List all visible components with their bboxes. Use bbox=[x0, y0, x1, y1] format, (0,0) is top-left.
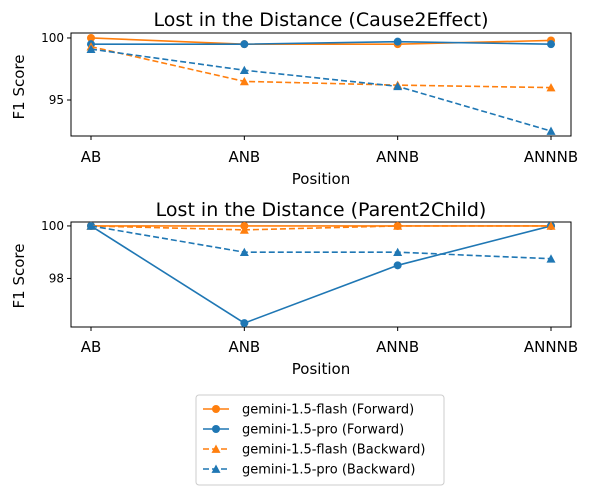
data-point-marker bbox=[547, 40, 555, 49]
chart-title: Lost in the Distance (Cause2Effect) bbox=[153, 9, 488, 31]
series bbox=[86, 44, 556, 135]
legend-entry: gemini-1.5-flash (Forward) bbox=[203, 403, 414, 418]
x-axis-label: Position bbox=[292, 360, 350, 378]
series-line bbox=[90, 225, 552, 260]
data-point-marker bbox=[393, 261, 402, 270]
chart-cause2effect: Lost in the Distance (Cause2Effect) F1 S… bbox=[10, 9, 578, 188]
data-point-marker bbox=[546, 126, 556, 135]
data-point-marker bbox=[393, 81, 403, 91]
legend-entry: gemini-1.5-pro (Forward) bbox=[203, 423, 404, 438]
x-tick-label: AB bbox=[81, 148, 102, 166]
legend-frame bbox=[195, 394, 445, 486]
x-tick-label: ANNB bbox=[376, 148, 419, 166]
series-line bbox=[90, 225, 552, 324]
data-point-marker bbox=[240, 40, 249, 49]
y-tick-label: 95 bbox=[49, 93, 64, 107]
data-point-marker bbox=[546, 254, 556, 263]
data-point-marker bbox=[240, 319, 249, 328]
series bbox=[87, 221, 555, 230]
plot-frame bbox=[70, 32, 572, 137]
legend-label: gemini-1.5-flash (Backward) bbox=[242, 443, 425, 458]
data-point-marker bbox=[239, 76, 249, 86]
series bbox=[86, 42, 556, 92]
legend-items: gemini-1.5-flash (Forward) gemini-1.5-pro… bbox=[203, 403, 425, 478]
legend-label: gemini-1.5-flash (Forward) bbox=[242, 403, 414, 418]
series-line bbox=[90, 48, 552, 132]
series bbox=[87, 33, 555, 49]
legend: gemini-1.5-flash (Forward) gemini-1.5-pro… bbox=[195, 394, 445, 486]
data-point-marker bbox=[87, 33, 95, 42]
data-point-marker bbox=[546, 221, 556, 230]
data-point-marker bbox=[393, 221, 403, 230]
series bbox=[87, 221, 555, 328]
data-point-marker bbox=[211, 464, 221, 473]
series bbox=[86, 221, 556, 263]
data-point-marker bbox=[211, 444, 221, 453]
plot-area: AB ANB ANNB ANNNB 95 100 bbox=[41, 31, 578, 166]
data-point-marker bbox=[239, 225, 249, 234]
x-tick-label: ANB bbox=[228, 338, 260, 356]
data-point-marker bbox=[86, 44, 96, 53]
series bbox=[87, 37, 555, 49]
data-point-marker bbox=[546, 83, 556, 92]
x-tick-label: ANB bbox=[228, 148, 260, 166]
legend-label: gemini-1.5-pro (Backward) bbox=[242, 463, 416, 478]
chart-parent2child: Lost in the Distance (Parent2Child) F1 S… bbox=[10, 199, 578, 378]
plot-frame bbox=[70, 221, 572, 328]
y-tick-label: 100 bbox=[41, 219, 64, 233]
data-point-marker bbox=[212, 405, 220, 413]
x-tick-label: ANNB bbox=[376, 338, 419, 356]
data-point-marker bbox=[393, 37, 402, 46]
legend-entry: gemini-1.5-pro (Backward) bbox=[203, 463, 416, 478]
y-tick-label: 100 bbox=[41, 31, 64, 45]
data-point-marker bbox=[393, 247, 403, 257]
series-line bbox=[91, 40, 552, 45]
x-tick-label: ANNNB bbox=[524, 338, 578, 356]
data-point-marker bbox=[212, 425, 220, 433]
series-line bbox=[90, 225, 551, 231]
y-axis-label: F1 Score bbox=[10, 55, 28, 120]
y-tick-label: 98 bbox=[49, 271, 64, 285]
data-point-marker bbox=[86, 221, 96, 230]
x-tick-label: ANNNB bbox=[524, 148, 578, 166]
chart-title: Lost in the Distance (Parent2Child) bbox=[156, 199, 487, 221]
series bbox=[86, 221, 556, 234]
x-tick-label: AB bbox=[81, 338, 102, 356]
series-line bbox=[90, 45, 552, 89]
plot-area: AB ANB ANNB ANNNB 98 100 bbox=[41, 219, 578, 356]
x-axis-label: Position bbox=[292, 170, 350, 188]
y-axis-label: F1 Score bbox=[10, 244, 28, 309]
data-point-marker bbox=[239, 65, 249, 75]
legend-label: gemini-1.5-pro (Forward) bbox=[242, 423, 404, 438]
legend-entry: gemini-1.5-flash (Backward) bbox=[203, 443, 425, 458]
data-point-marker bbox=[239, 247, 249, 257]
